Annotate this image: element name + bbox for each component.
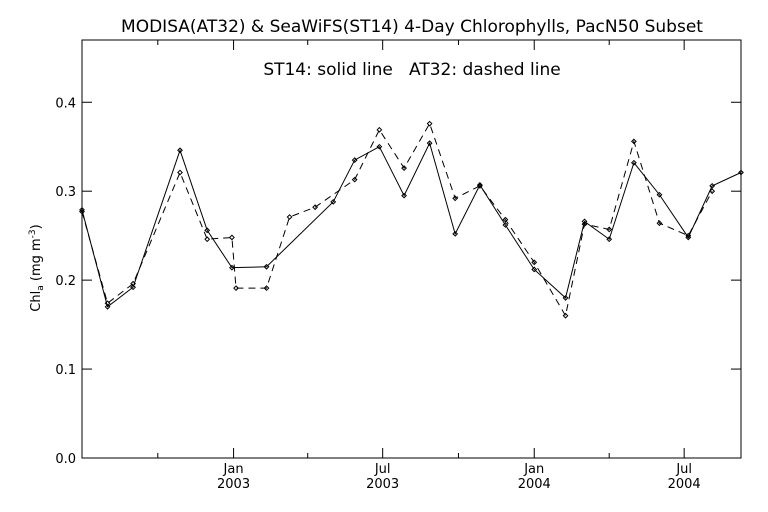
data-point-at32 — [631, 138, 637, 145]
data-point-at32 — [130, 280, 136, 287]
data-point-st14 — [502, 222, 509, 228]
data-point-at32 — [233, 285, 239, 292]
data-point-st14 — [452, 230, 459, 237]
series-line-st14 — [81, 141, 742, 308]
axis-ticks: 0.00.10.20.30.4Jan2003Jul2003Jan2004Jul2… — [55, 40, 741, 492]
y-axis-label: Chla (mg m-3) — [28, 224, 46, 311]
data-point-st14 — [330, 198, 337, 205]
data-point-at32 — [476, 182, 483, 189]
x-tick-month-label: Jul — [374, 462, 391, 477]
y-tick-label: 0.1 — [55, 363, 76, 378]
data-point-at32 — [312, 204, 319, 211]
chart-title: MODISA(AT32) & SeaWiFS(ST14) 4-Day Chlor… — [121, 17, 703, 37]
series-line-at32 — [81, 122, 713, 318]
data-point-st14 — [476, 182, 483, 188]
data-point-at32 — [229, 234, 235, 241]
data-point-at32 — [263, 285, 270, 292]
data-point-at32 — [177, 169, 183, 176]
data-point-st14 — [401, 192, 407, 199]
data-point-at32 — [606, 226, 613, 233]
x-tick-year-label: 2003 — [217, 477, 250, 492]
data-point-st14 — [351, 157, 358, 163]
data-point-st14 — [229, 264, 235, 271]
y-tick-label: 0.3 — [55, 185, 76, 200]
data-point-at32 — [79, 208, 85, 215]
data-point-at32 — [581, 221, 588, 228]
data-point-at32 — [204, 236, 211, 243]
data-point-st14 — [685, 234, 692, 241]
series-points — [79, 120, 744, 319]
data-point-st14 — [738, 169, 744, 176]
data-point-st14 — [606, 236, 613, 243]
data-point-st14 — [376, 143, 383, 150]
x-tick-month-label: Jul — [675, 462, 692, 477]
data-point-st14 — [562, 295, 569, 301]
data-point-st14 — [709, 182, 716, 189]
data-point-st14 — [426, 140, 433, 147]
data-point-at32 — [426, 120, 433, 127]
data-point-at32 — [351, 176, 358, 183]
x-tick-month-label: Jan — [223, 462, 244, 477]
data-point-st14 — [263, 263, 270, 270]
y-tick-label: 0.0 — [55, 452, 76, 467]
x-tick-year-label: 2004 — [668, 477, 701, 492]
data-point-at32 — [452, 195, 459, 202]
series-lines — [81, 122, 742, 318]
data-point-at32 — [709, 188, 716, 195]
data-point-st14 — [656, 191, 663, 198]
plot-frame — [81, 39, 742, 459]
data-point-at32 — [286, 214, 293, 220]
data-point-at32 — [531, 259, 538, 266]
data-point-st14 — [79, 206, 85, 213]
x-tick-year-label: 2003 — [366, 477, 399, 492]
data-point-at32 — [562, 312, 569, 319]
x-tick-month-label: Jan — [523, 462, 544, 477]
data-point-st14 — [531, 266, 538, 273]
x-tick-year-label: 2004 — [518, 477, 551, 492]
data-point-at32 — [685, 232, 692, 239]
y-tick-label: 0.4 — [55, 96, 76, 111]
data-point-st14 — [177, 147, 183, 154]
y-tick-label: 0.2 — [55, 274, 76, 289]
data-point-st14 — [631, 159, 637, 166]
data-point-st14 — [204, 227, 211, 234]
data-point-at32 — [502, 216, 509, 223]
data-point-at32 — [376, 126, 383, 133]
data-point-at32 — [401, 165, 407, 171]
data-point-at32 — [104, 300, 111, 307]
series-style-annotation: ST14: solid line AT32: dashed line — [263, 60, 560, 80]
data-point-at32 — [656, 220, 663, 227]
